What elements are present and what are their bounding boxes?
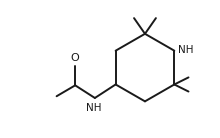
Text: O: O — [71, 53, 80, 63]
Text: NH: NH — [86, 103, 101, 113]
Text: NH: NH — [178, 45, 193, 55]
